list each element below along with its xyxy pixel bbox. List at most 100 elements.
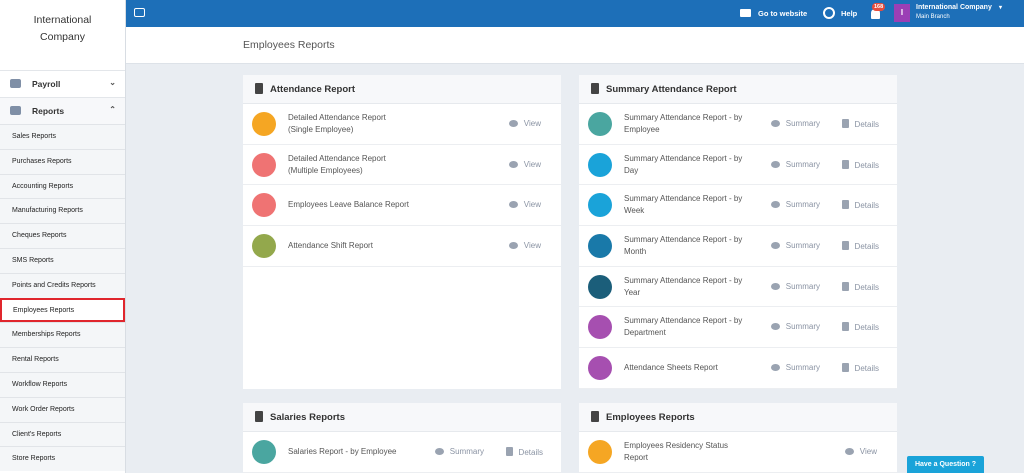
action-label[interactable]: Details — [854, 282, 879, 292]
report-action[interactable]: View — [508, 119, 541, 128]
submenu-item[interactable]: Work Order Reports — [0, 396, 125, 422]
report-row: Summary Attendance Report - by Year Summa… — [579, 267, 897, 308]
card-header: Employees Reports — [579, 402, 897, 432]
action-label[interactable]: View — [523, 200, 541, 210]
help-link[interactable]: Help — [841, 9, 858, 18]
action-label[interactable]: Details — [854, 323, 879, 333]
report-label[interactable]: Summary Attendance Report - by Employee — [624, 112, 743, 134]
report-action[interactable]: View — [508, 200, 541, 210]
report-action[interactable]: Details — [841, 200, 879, 211]
action-label[interactable]: View — [523, 241, 541, 251]
report-action[interactable]: Details — [841, 363, 879, 374]
card-title: Attendance Report — [270, 84, 355, 95]
page-header: Employees Reports — [126, 27, 1024, 64]
report-action[interactable]: Summary — [770, 119, 820, 128]
action-label[interactable]: Summary — [785, 159, 820, 169]
report-action[interactable]: Details — [505, 446, 543, 457]
report-action[interactable]: Details — [841, 322, 879, 333]
report-action[interactable]: Summary — [434, 446, 484, 456]
report-row: Summary Attendance Report - by Employee S… — [579, 104, 897, 145]
report-label[interactable]: Summary Attendance Report - by Year — [624, 275, 743, 297]
submenu-item[interactable]: Purchases Reports — [0, 148, 125, 174]
user-name[interactable]: International Company — [916, 4, 992, 11]
action-icon — [770, 201, 780, 209]
action-icon — [770, 282, 780, 290]
report-action[interactable]: Summary — [770, 241, 820, 251]
help-button-label[interactable]: Have a Question — [914, 461, 970, 468]
action-label[interactable]: Details — [518, 447, 543, 457]
action-icon — [841, 363, 849, 373]
report-label[interactable]: Summary Attendance Report - by Week — [624, 194, 743, 216]
action-label[interactable]: View — [859, 446, 877, 456]
report-action[interactable]: Details — [841, 281, 879, 292]
report-card: Employees Reports Employees Residency Sta… — [579, 402, 897, 473]
action-label[interactable]: Details — [854, 364, 879, 374]
report-row: Summary Attendance Report - by Month Summ… — [579, 226, 897, 267]
website-icon — [740, 9, 751, 17]
card-header: Attendance Report — [243, 75, 561, 104]
action-label[interactable]: View — [523, 159, 541, 169]
report-label[interactable]: Detailed Attendance Report (Multiple Emp… — [288, 153, 386, 175]
submenu-item[interactable]: Rental Reports — [0, 347, 125, 372]
report-action[interactable]: Details — [841, 119, 879, 129]
report-action[interactable]: Details — [841, 159, 879, 170]
report-action[interactable]: Summary — [770, 159, 820, 169]
report-label[interactable]: Summary Attendance Report - by Month — [624, 234, 743, 256]
submenu-item[interactable]: Sales Reports — [0, 124, 125, 149]
report-label[interactable]: Summary Attendance Report - by Departmen… — [624, 316, 743, 338]
report-icon — [588, 234, 612, 259]
action-label[interactable]: Summary — [785, 363, 820, 373]
bell-icon[interactable] — [871, 9, 880, 19]
menu-label[interactable]: Payroll — [32, 79, 61, 89]
action-label[interactable]: Summary — [785, 200, 820, 210]
submenu-item[interactable]: Store Reports — [0, 446, 125, 472]
card-icon — [255, 83, 263, 94]
action-label[interactable]: Details — [854, 201, 879, 211]
submenu-item[interactable]: Client's Reports — [0, 421, 125, 447]
action-label[interactable]: Summary — [785, 322, 820, 332]
action-label[interactable]: Summary — [785, 281, 820, 291]
action-label[interactable]: Details — [854, 242, 879, 252]
action-icon — [770, 120, 780, 127]
action-label[interactable]: Details — [854, 160, 879, 170]
action-label[interactable]: Summary — [785, 119, 820, 128]
submenu-item[interactable]: SMS Reports — [0, 248, 125, 273]
action-label[interactable]: Summary — [449, 446, 484, 456]
report-label[interactable]: Summary Attendance Report - by Day — [624, 153, 743, 175]
submenu-item[interactable]: Employees Reports — [0, 297, 125, 323]
action-icon — [434, 447, 444, 455]
report-action[interactable]: Summary — [770, 200, 820, 210]
report-label[interactable]: Attendance Shift Report — [288, 240, 373, 250]
report-label[interactable]: Attendance Sheets Report — [624, 362, 718, 372]
submenu-item[interactable]: Manufacturing Reports — [0, 198, 125, 224]
report-action[interactable]: View — [508, 241, 541, 251]
menu-label[interactable]: Reports — [32, 106, 65, 116]
report-action[interactable]: Details — [841, 241, 879, 252]
help-button[interactable]: Have a Question ? — [907, 456, 984, 473]
action-label[interactable]: Details — [854, 120, 879, 129]
action-label[interactable]: Summary — [785, 241, 820, 251]
menu-item[interactable]: Reports ⌃ — [0, 97, 125, 124]
report-action[interactable]: Summary — [770, 281, 820, 291]
report-action[interactable]: View — [508, 159, 541, 169]
menu-item[interactable]: Payroll ⌄ — [0, 70, 125, 97]
user-avatar: I — [894, 4, 910, 22]
submenu-item[interactable]: Workflow Reports — [0, 372, 125, 397]
go-to-website[interactable]: Go to website — [758, 9, 808, 18]
report-label[interactable]: Employees Leave Balance Report — [288, 200, 409, 210]
submenu-item[interactable]: Points and Credits Reports — [0, 272, 125, 298]
report-action[interactable]: View — [844, 446, 877, 456]
action-icon — [841, 241, 849, 251]
action-icon — [841, 119, 849, 128]
report-label[interactable]: Salaries Report - by Employee — [288, 446, 397, 456]
submenu-item[interactable]: Memberships Reports — [0, 322, 125, 348]
report-action[interactable]: Summary — [770, 322, 820, 332]
submenu-item[interactable]: Accounting Reports — [0, 173, 125, 199]
report-label[interactable]: Employees Residency Status Report — [624, 440, 729, 462]
submenu-item[interactable]: Cheques Reports — [0, 223, 125, 248]
report-label[interactable]: Detailed Attendance Report (Single Emplo… — [288, 112, 386, 134]
menu-toggle[interactable] — [134, 8, 145, 17]
action-label[interactable]: View — [523, 119, 541, 128]
report-action[interactable]: Summary — [770, 363, 820, 373]
